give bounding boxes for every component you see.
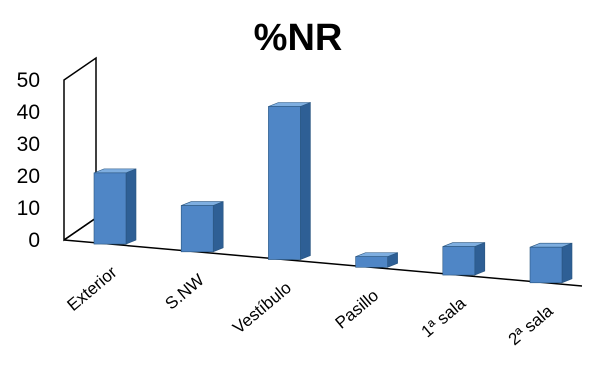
bar-side [474,242,486,276]
x-tick-label: 1ª sala [418,293,470,341]
bar [355,252,398,268]
chart-title: %NR [254,17,343,59]
bar [180,201,224,253]
bar [93,168,137,245]
x-tick-label: Pasillo [332,286,383,333]
x-axis-ticks: Exterior S.NW Vestíbulo Pasillo 1ª sala 2ª sa… [63,262,557,349]
y-tick-label: 0 [28,229,40,252]
y-tick-label: 50 [17,69,40,92]
x-axis-floor-line [63,239,583,287]
bar-side [561,242,573,284]
bar-front [180,205,214,253]
x-tick-label: 2ª sala [505,301,557,349]
x-tick-label: S.NW [162,270,208,313]
y-tick-label: 10 [17,197,40,220]
y-tick-label: 30 [17,133,40,156]
y-tick-label: 40 [17,101,40,124]
y-tick-label: 20 [17,165,40,188]
bar-front [93,172,127,245]
x-tick-label: Exterior [63,262,120,314]
x-tick-label: Vestíbulo [229,278,295,338]
bars [93,102,573,284]
bar [268,102,311,261]
bar-side [125,168,137,245]
bar-front [268,106,301,260]
bar-front [529,246,563,284]
bar [442,242,486,276]
floor-left-edge [63,217,97,241]
bar [529,242,573,284]
bar-side [300,102,311,261]
bar-front [355,256,388,268]
bar-front [442,246,476,276]
y-axis-ticks: 0 10 20 30 40 50 [17,69,40,252]
bar-side [212,201,224,253]
y-axis-back-wall [63,56,97,242]
